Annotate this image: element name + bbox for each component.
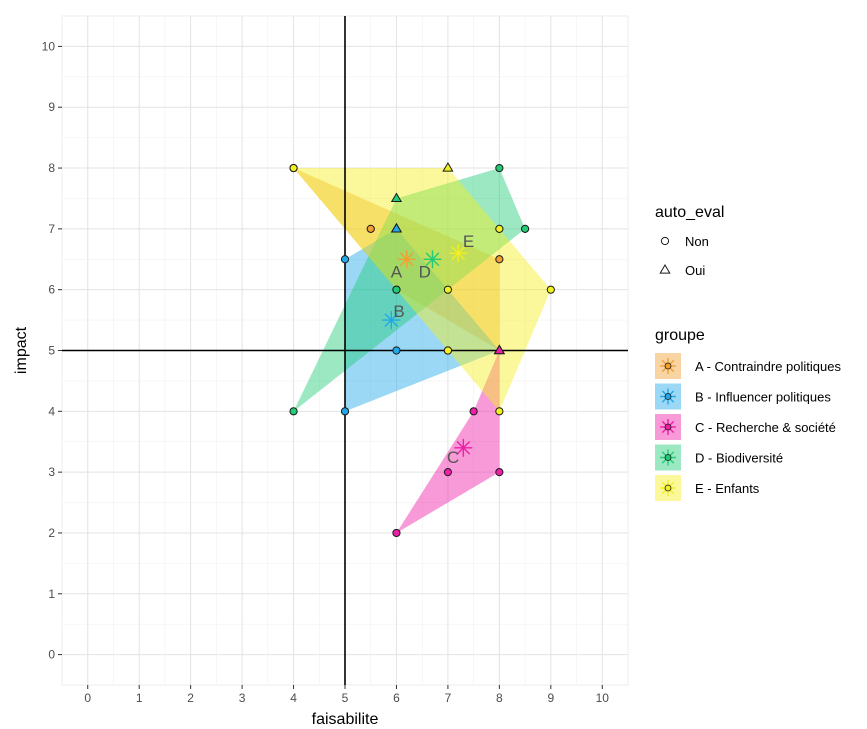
reference-lines: [62, 16, 628, 685]
point-E: [442, 162, 454, 172]
centroid-B: [382, 311, 401, 330]
legend-label-E: E - Enfants: [695, 481, 760, 496]
point-B: [340, 255, 350, 264]
legend-key-A: [655, 353, 681, 379]
point-C: [495, 468, 504, 477]
legend-key-point: [664, 362, 672, 370]
point-A: [495, 255, 504, 264]
y-tick-label: 2: [48, 526, 55, 540]
centroid-ray: [384, 313, 399, 327]
point-B: [392, 346, 401, 355]
legend-key-point: [664, 484, 672, 492]
y-tick-label: 10: [42, 39, 56, 53]
point-D: [390, 192, 403, 203]
y-tick-label: 8: [48, 161, 55, 175]
data-points: [289, 162, 555, 538]
group-centroids: [382, 244, 473, 457]
centroid-ray: [399, 252, 414, 267]
point-C: [392, 528, 401, 538]
legend-key-point: [664, 393, 672, 400]
point-C: [469, 407, 478, 416]
y-tick-label: 6: [48, 283, 55, 297]
group-label-C: C: [447, 448, 459, 467]
legend-title-auto-eval: auto_eval: [655, 204, 724, 221]
group-labels: A B C D E: [391, 232, 474, 467]
point-C: [493, 344, 505, 355]
y-tick-label: 4: [48, 404, 55, 418]
hull-B: [345, 228, 500, 412]
group-label-E: E: [463, 232, 474, 251]
point-C: [443, 468, 453, 477]
point-B: [390, 222, 403, 233]
x-tick-label: 3: [239, 691, 246, 705]
point-E: [443, 346, 453, 355]
legend-key-Non: [660, 236, 670, 246]
point-E: [289, 163, 298, 173]
point-E: [495, 407, 504, 416]
x-tick-label: 2: [187, 691, 194, 705]
centroid-ray: [425, 252, 440, 267]
y-tick-label: 0: [48, 648, 55, 662]
y-tick-label: 7: [48, 222, 55, 236]
point-E: [546, 285, 555, 294]
x-tick-label: 6: [393, 691, 400, 705]
legend-label-Non: Non: [685, 234, 709, 249]
y-tick-label: 9: [48, 100, 55, 114]
x-tick-label: 10: [596, 691, 610, 705]
centroid-D: [423, 250, 442, 269]
legend: auto_eval Non Oui groupe A - Contraindre pol…: [655, 204, 841, 501]
axes: 0 1 2 3 4 5 6 7 8 9 10 0 1 2 3 4 5 6 7 8 9 10 faisabilite impac…: [13, 39, 609, 728]
x-tick-label: 8: [496, 691, 503, 705]
centroid-ray: [451, 246, 466, 261]
centroid-E: [449, 244, 468, 263]
legend-key-C: [655, 414, 681, 440]
centroid-ray: [456, 440, 471, 455]
point-D: [495, 163, 504, 173]
y-axis-title: impact: [13, 326, 30, 374]
x-tick-label: 7: [445, 691, 452, 705]
group-label-A: A: [391, 262, 403, 281]
legend-label-B: B - Influencer politiques: [695, 390, 831, 405]
centroid-C: [454, 438, 473, 457]
centroid-A: [397, 250, 416, 269]
y-tick-label: 3: [48, 465, 55, 479]
point-E: [495, 224, 504, 233]
point-A: [366, 224, 375, 233]
legend-label-Oui: Oui: [685, 263, 705, 278]
legend-key-Oui: [659, 264, 671, 274]
legend-key-D: [655, 444, 681, 471]
x-tick-label: 4: [290, 691, 297, 705]
legend-label-C: C - Recherche & société: [695, 420, 836, 435]
point-D: [520, 224, 530, 233]
legend-title-groupe: groupe: [655, 327, 705, 344]
point-D: [392, 285, 401, 294]
y-tick-label: 1: [48, 587, 55, 601]
group-label-D: D: [419, 262, 431, 281]
point-E: [443, 285, 453, 294]
x-axis-title: faisabilite: [312, 711, 379, 728]
legend-key-B: [655, 383, 681, 410]
x-tick-label: 5: [342, 691, 349, 705]
x-tick-label: 9: [547, 691, 554, 705]
x-tick-label: 0: [84, 691, 91, 705]
x-tick-label: 1: [136, 691, 143, 705]
legend-key-point: [664, 454, 672, 461]
point-B: [340, 407, 350, 416]
hull-C: [396, 350, 500, 533]
legend-key-E: [655, 475, 681, 501]
legend-label-A: A - Contraindre politiques: [695, 359, 841, 374]
y-tick-label: 5: [48, 344, 55, 358]
group-label-B: B: [393, 302, 404, 321]
legend-label-D: D - Biodiversité: [695, 451, 783, 466]
legend-key-point: [664, 423, 672, 431]
point-D: [289, 407, 298, 416]
